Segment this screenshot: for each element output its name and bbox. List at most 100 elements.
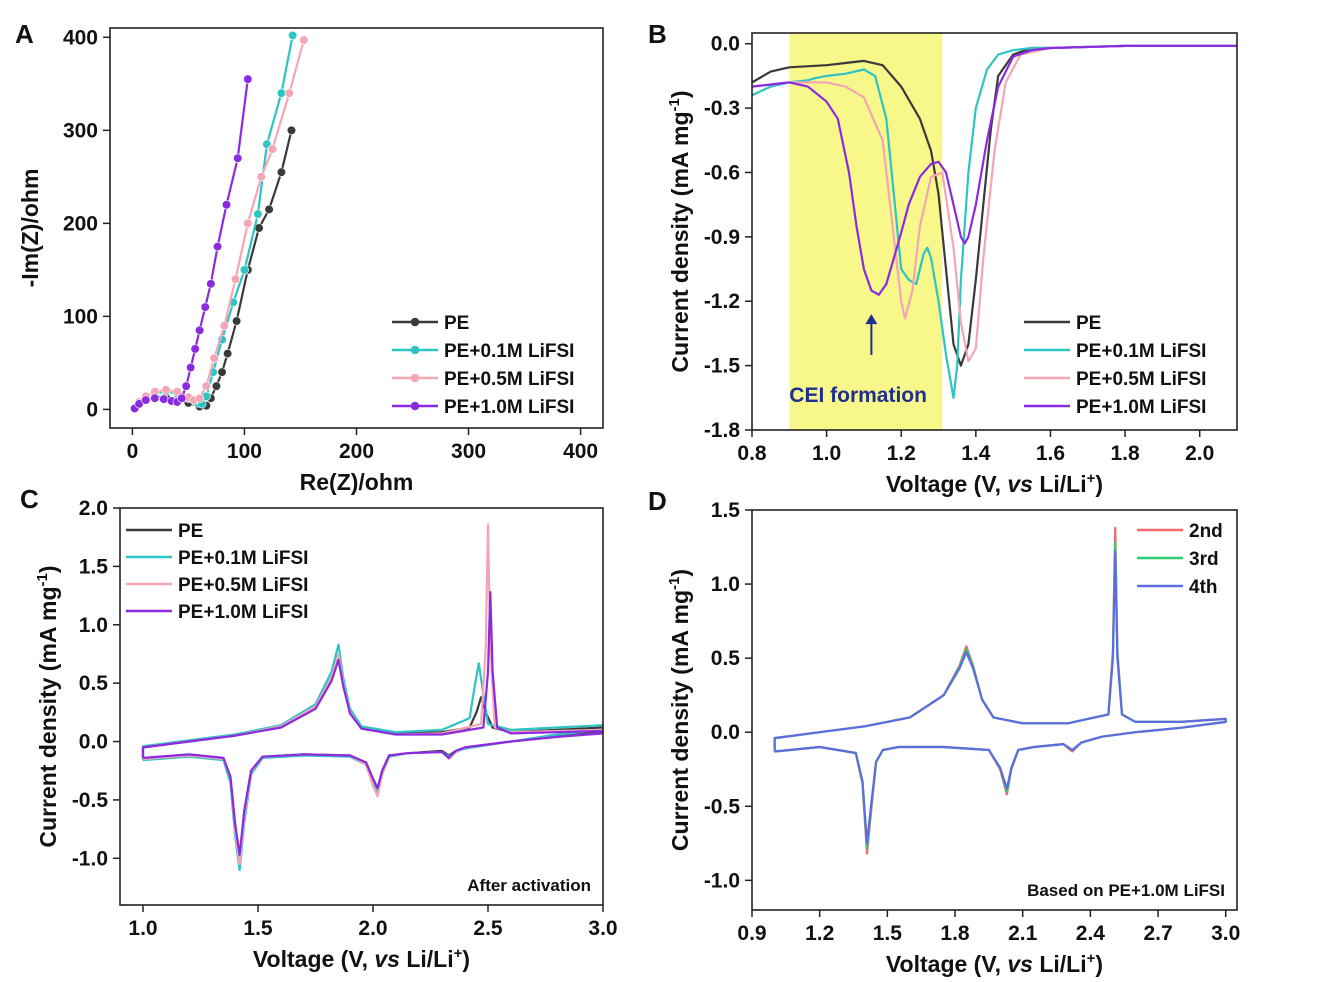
y-axis-label-part: ) <box>667 90 693 98</box>
legend-label: PE+0.1M LiFSI <box>178 548 308 569</box>
y-tick-label: 1.5 <box>79 555 109 578</box>
x-tick-label: 0 <box>127 440 139 463</box>
x-tick-label: 0.9 <box>737 922 766 945</box>
series-2-point <box>253 209 263 219</box>
panel-letter: D <box>648 486 667 516</box>
plot-frame <box>119 507 604 906</box>
series-4-point <box>243 74 253 84</box>
y-axis-label: Current density (mA mg-1) <box>666 569 693 851</box>
x-tick-label: 2.0 <box>358 917 387 940</box>
y-tick-label: 1.5 <box>711 499 741 522</box>
x-tick-label: 400 <box>563 440 598 463</box>
x-tick-label: 3.0 <box>588 917 617 940</box>
x-tick-label: 1.5 <box>873 922 903 945</box>
legend-label: 2nd <box>1189 521 1223 542</box>
series-3-point <box>284 88 294 98</box>
y-axis-label: -Im(Z)/ohm <box>17 169 43 288</box>
x-tick-label: 3.0 <box>1211 922 1240 945</box>
x-axis-label-part: Voltage (V, <box>253 946 374 972</box>
y-tick-label: 0.0 <box>711 33 740 56</box>
panel-annotation: Based on PE+1.0M LiFSI <box>1027 881 1225 900</box>
x-axis-label: Voltage (V, vs Li/Li+) <box>253 945 470 972</box>
x-tick-label: 2.5 <box>473 917 503 940</box>
x-tick-label: 1.0 <box>812 442 841 465</box>
x-tick-label: 2.7 <box>1143 922 1172 945</box>
cei-arrow-head <box>865 314 878 325</box>
legend-label: PE <box>178 521 203 542</box>
x-tick-label: 300 <box>451 440 486 463</box>
plot-frame <box>751 32 1238 431</box>
x-axis-label-part: Li/Li <box>400 946 454 972</box>
series-line-2 <box>773 541 1227 849</box>
panel-letter: A <box>15 19 34 49</box>
series-3-point <box>267 144 278 154</box>
x-axis-label-part: + <box>1087 470 1096 487</box>
y-tick-label: 100 <box>63 305 98 328</box>
x-tick-label: 1.8 <box>940 922 970 945</box>
y-tick-label: 300 <box>63 119 98 142</box>
series-4-point <box>212 242 223 252</box>
legend-label: PE+0.1M LiFSI <box>444 341 574 362</box>
series-4-point <box>186 362 196 373</box>
series-line-4 <box>752 44 1237 296</box>
x-axis-label-part: Li/Li <box>1033 471 1087 497</box>
x-tick-label: 2.4 <box>1076 922 1106 945</box>
series-4-point <box>177 393 187 403</box>
series-3-point <box>195 393 205 403</box>
series-4-point <box>221 200 232 210</box>
y-tick-label: -0.6 <box>704 161 740 184</box>
series-1-point <box>232 316 242 326</box>
y-axis-label-part: ) <box>35 565 61 573</box>
x-axis-label-part: vs <box>374 946 400 972</box>
series-line-4 <box>141 591 603 856</box>
series-2-point <box>239 265 250 275</box>
y-tick-label: 0.5 <box>79 672 109 695</box>
x-tick-label: 1.4 <box>961 442 991 465</box>
series-line-3 <box>752 44 1237 363</box>
x-axis-label-part: vs <box>1007 951 1033 977</box>
series-4-point <box>141 395 151 405</box>
y-tick-label: -0.5 <box>704 795 741 818</box>
y-tick-label: 1.0 <box>79 614 108 637</box>
legend-label: PE+1.0M LiFSI <box>1076 397 1206 418</box>
series-line-2 <box>752 44 1237 399</box>
y-tick-label: 1.0 <box>711 573 740 596</box>
x-tick-label: 200 <box>339 440 374 463</box>
y-tick-label: 400 <box>63 26 98 49</box>
legend-label: PE+1.0M LiFSI <box>444 397 574 418</box>
series-3-point <box>299 35 309 45</box>
x-axis-label-part: ) <box>462 946 470 972</box>
legend-marker <box>410 317 420 327</box>
y-tick-label: -0.3 <box>704 97 740 120</box>
y-tick-label: -1.0 <box>72 847 108 870</box>
series-1-point <box>223 348 233 359</box>
series-line-1 <box>773 526 1227 855</box>
x-tick-label: 2.1 <box>1008 922 1038 945</box>
x-tick-label: 1.6 <box>1036 442 1065 465</box>
x-tick-label: 100 <box>227 440 262 463</box>
series-4-point <box>181 381 191 391</box>
x-tick-label: 2.0 <box>1185 442 1214 465</box>
series-4-point <box>195 325 205 335</box>
y-tick-label: -1.0 <box>704 869 740 892</box>
series-1-point <box>264 204 274 214</box>
y-axis-label-part: -1 <box>666 577 683 590</box>
y-axis-label-part: Current density (mA mg <box>667 590 693 851</box>
series-4-point <box>190 344 200 354</box>
y-tick-label: 0 <box>86 398 98 421</box>
panel-annotation: After activation <box>467 876 591 895</box>
x-tick-label: 1.2 <box>887 442 916 465</box>
panel-d: D 0.9 1.2 1.5 1.8 2.1 2.4 2.7 3.0 1.5 1.0 0.5 0.0 -0.… <box>648 486 1240 977</box>
x-tick-label: 1.0 <box>128 917 157 940</box>
x-axis-label-part: + <box>454 945 463 962</box>
y-tick-label: -1.2 <box>704 290 740 313</box>
series-line-2 <box>141 643 603 872</box>
series-4-point <box>206 279 216 289</box>
series-3-point <box>230 274 241 284</box>
legend-marker <box>410 345 420 355</box>
series-line-3 <box>773 550 1227 845</box>
y-tick-label: 200 <box>63 212 98 235</box>
series-line-1 <box>752 44 1237 367</box>
x-tick-label: 1.8 <box>1110 442 1140 465</box>
